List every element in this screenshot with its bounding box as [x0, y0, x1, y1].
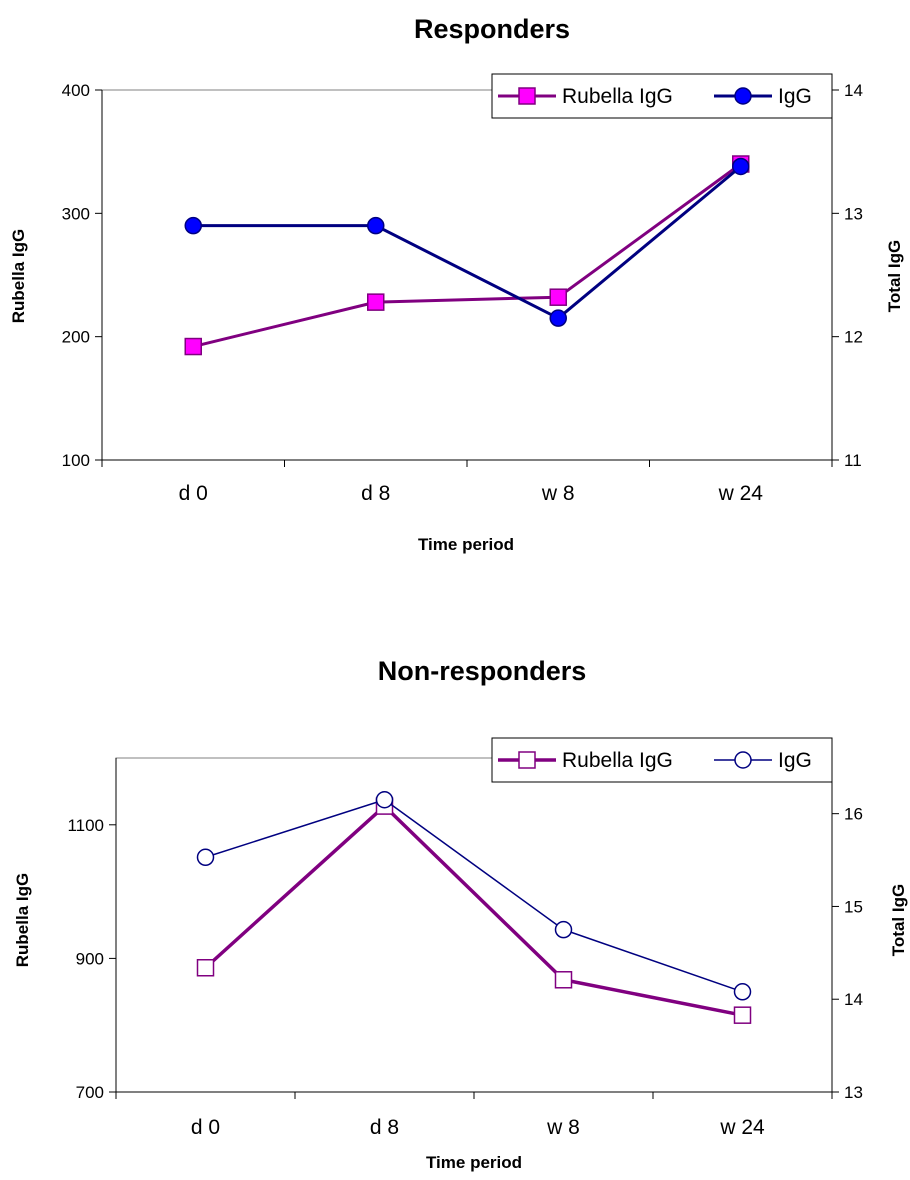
- x-tick-label: w 24: [719, 1116, 765, 1139]
- data-point-igg: [732, 157, 750, 176]
- y-tick-label: 1100: [67, 816, 104, 835]
- y2-tick-label: 15: [844, 897, 863, 916]
- plot-area: [115, 757, 833, 1093]
- x-axis-label: Time period: [426, 1153, 522, 1172]
- chart-non-responders: Non-responders Rubella IgG Total IgG Tim…: [13, 656, 908, 1172]
- y-tick-label: 300: [62, 204, 90, 223]
- legend-label: IgG: [778, 85, 812, 108]
- y-tick-label: 200: [62, 328, 90, 347]
- data-point-igg: [375, 791, 394, 809]
- y2-tick-label: 12: [844, 328, 863, 347]
- y2-axis-label: Total IgG: [885, 240, 904, 312]
- series-line-rubella-igg: [204, 804, 743, 1017]
- y-axis-label: Rubella IgG: [13, 873, 32, 967]
- y2-tick-label: 13: [844, 204, 863, 223]
- y-tick-label: 700: [76, 1083, 104, 1102]
- data-point-rubella-igg: [733, 1006, 752, 1024]
- legend-label: IgG: [778, 749, 812, 772]
- y2-axis-label: Total IgG: [889, 884, 908, 956]
- data-point-igg: [733, 983, 752, 1001]
- legend-label: Rubella IgG: [562, 749, 673, 772]
- x-tick-label: d 0: [191, 1116, 220, 1139]
- y2-tick-label: 14: [844, 81, 863, 100]
- data-point-igg: [196, 848, 215, 867]
- y2-tick-label: 14: [844, 990, 863, 1009]
- legend-label: Rubella IgG: [562, 85, 673, 108]
- x-tick-label: w 8: [546, 1116, 580, 1139]
- x-tick-label: d 0: [179, 482, 208, 505]
- data-point-igg: [549, 309, 567, 327]
- y-tick-label: 400: [62, 81, 90, 100]
- legend-swatch-marker: [734, 751, 752, 769]
- data-point-rubella-igg: [184, 337, 202, 356]
- data-point-rubella-igg: [549, 288, 567, 306]
- y2-tick-label: 16: [844, 805, 863, 824]
- chart-responders: Responders Rubella IgG Total IgG Time pe…: [9, 14, 904, 554]
- plot-area: [101, 89, 833, 461]
- y2-tick-label: 13: [844, 1083, 863, 1102]
- x-tick-label: d 8: [370, 1116, 399, 1139]
- series-line-rubella-igg: [192, 162, 742, 348]
- x-tick-label: w 24: [718, 482, 764, 505]
- y-tick-label: 900: [76, 949, 104, 968]
- data-point-igg: [554, 920, 573, 939]
- data-point-igg: [367, 216, 385, 235]
- data-point-rubella-igg: [554, 971, 573, 989]
- legend-swatch-marker: [734, 87, 752, 105]
- data-point-rubella-igg: [196, 959, 215, 977]
- data-point-igg: [184, 216, 202, 235]
- x-tick-label: w 8: [541, 482, 575, 505]
- series-line-igg: [205, 799, 743, 993]
- series-line-igg: [193, 165, 742, 320]
- y-axis-label: Rubella IgG: [9, 229, 28, 323]
- data-point-rubella-igg: [367, 293, 385, 311]
- y-tick-label: 100: [62, 451, 90, 470]
- chart-title: Responders: [414, 14, 570, 44]
- chart-title: Non-responders: [378, 656, 587, 686]
- x-tick-label: d 8: [361, 482, 390, 505]
- legend-swatch-marker: [518, 87, 536, 105]
- x-axis-label: Time period: [418, 535, 514, 554]
- y2-tick-label: 11: [844, 451, 862, 470]
- legend-swatch-marker: [518, 751, 536, 769]
